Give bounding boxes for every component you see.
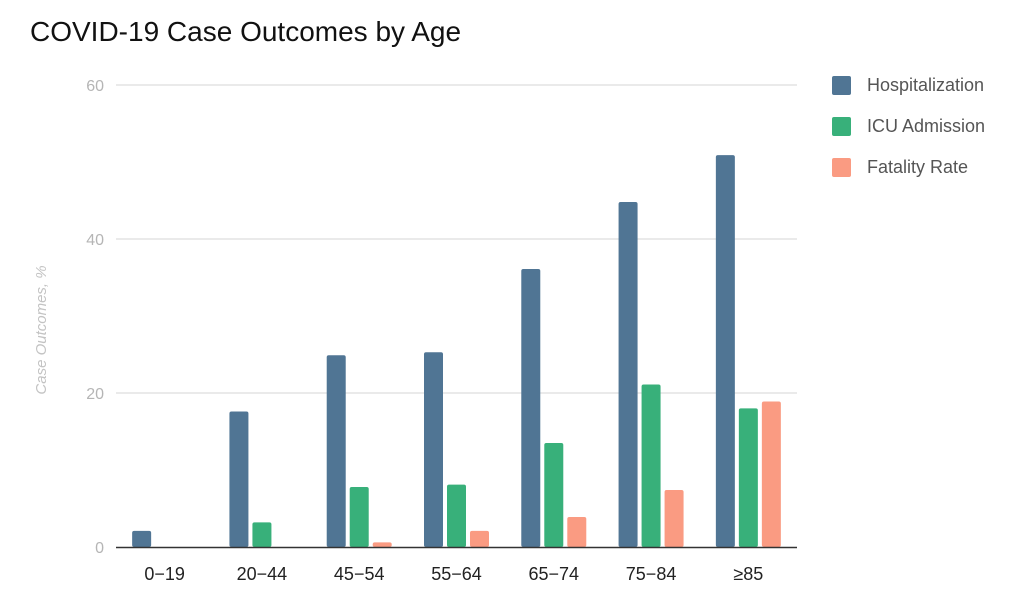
bar-hospitalization — [424, 352, 443, 547]
bar-icu-admission — [349, 486, 369, 547]
x-tick-label: 0−19 — [144, 564, 185, 584]
bar-fatality-rate — [567, 516, 587, 547]
bar-fatality-rate — [664, 490, 684, 547]
bars — [132, 155, 781, 548]
legend-item: Hospitalization — [832, 75, 985, 95]
y-tick-label: 40 — [86, 232, 104, 249]
legend-item: ICU Admission — [832, 116, 985, 136]
y-tick-label: 60 — [86, 78, 104, 95]
y-axis-label: Case Outcomes, % — [33, 265, 50, 394]
gridlines — [116, 84, 797, 394]
legend-swatch — [832, 157, 851, 177]
bar-fatality-rate — [372, 542, 392, 547]
x-tick-label: 75−84 — [626, 564, 677, 584]
legend-label: ICU Admission — [867, 115, 986, 136]
legend: Hospitalization ICU Admission Fatality Rat… — [832, 75, 985, 198]
bar-icu-admission — [544, 443, 564, 547]
legend-swatch — [832, 75, 851, 95]
x-tick-label: ≥85 — [733, 564, 763, 584]
bar-icu-admission — [738, 408, 758, 547]
bar-fatality-rate — [761, 401, 781, 547]
bar-icu-admission — [447, 484, 466, 547]
x-axis-ticks: 0−19 20−44 45−54 55−64 65−74 75−84 ≥85 — [144, 564, 763, 584]
x-tick-label: 55−64 — [431, 564, 482, 584]
legend-label: Fatality Rate — [867, 156, 969, 177]
bar-icu-admission — [252, 522, 272, 547]
legend-label: Hospitalization — [867, 74, 985, 95]
bar-icu-admission — [641, 384, 661, 547]
bar-hospitalization — [326, 355, 346, 547]
y-tick-label: 20 — [86, 386, 104, 403]
x-tick-label: 20−44 — [237, 564, 288, 584]
y-axis-ticks: 0 20 40 60 — [86, 78, 104, 557]
bar-hospitalization — [229, 411, 249, 547]
x-tick-label: 65−74 — [529, 564, 580, 584]
legend-item: Fatality Rate — [832, 157, 985, 177]
bar-fatality-rate — [470, 530, 489, 547]
bar-hospitalization — [618, 202, 638, 548]
x-tick-label: 45−54 — [334, 564, 385, 584]
legend-swatch — [832, 116, 851, 136]
y-tick-label: 0 — [95, 540, 104, 557]
chart-title: COVID-19 Case Outcomes by Age — [30, 16, 462, 47]
bar-hospitalization — [521, 269, 541, 547]
bar-hospitalization — [715, 155, 735, 547]
bar-hospitalization — [132, 530, 152, 547]
